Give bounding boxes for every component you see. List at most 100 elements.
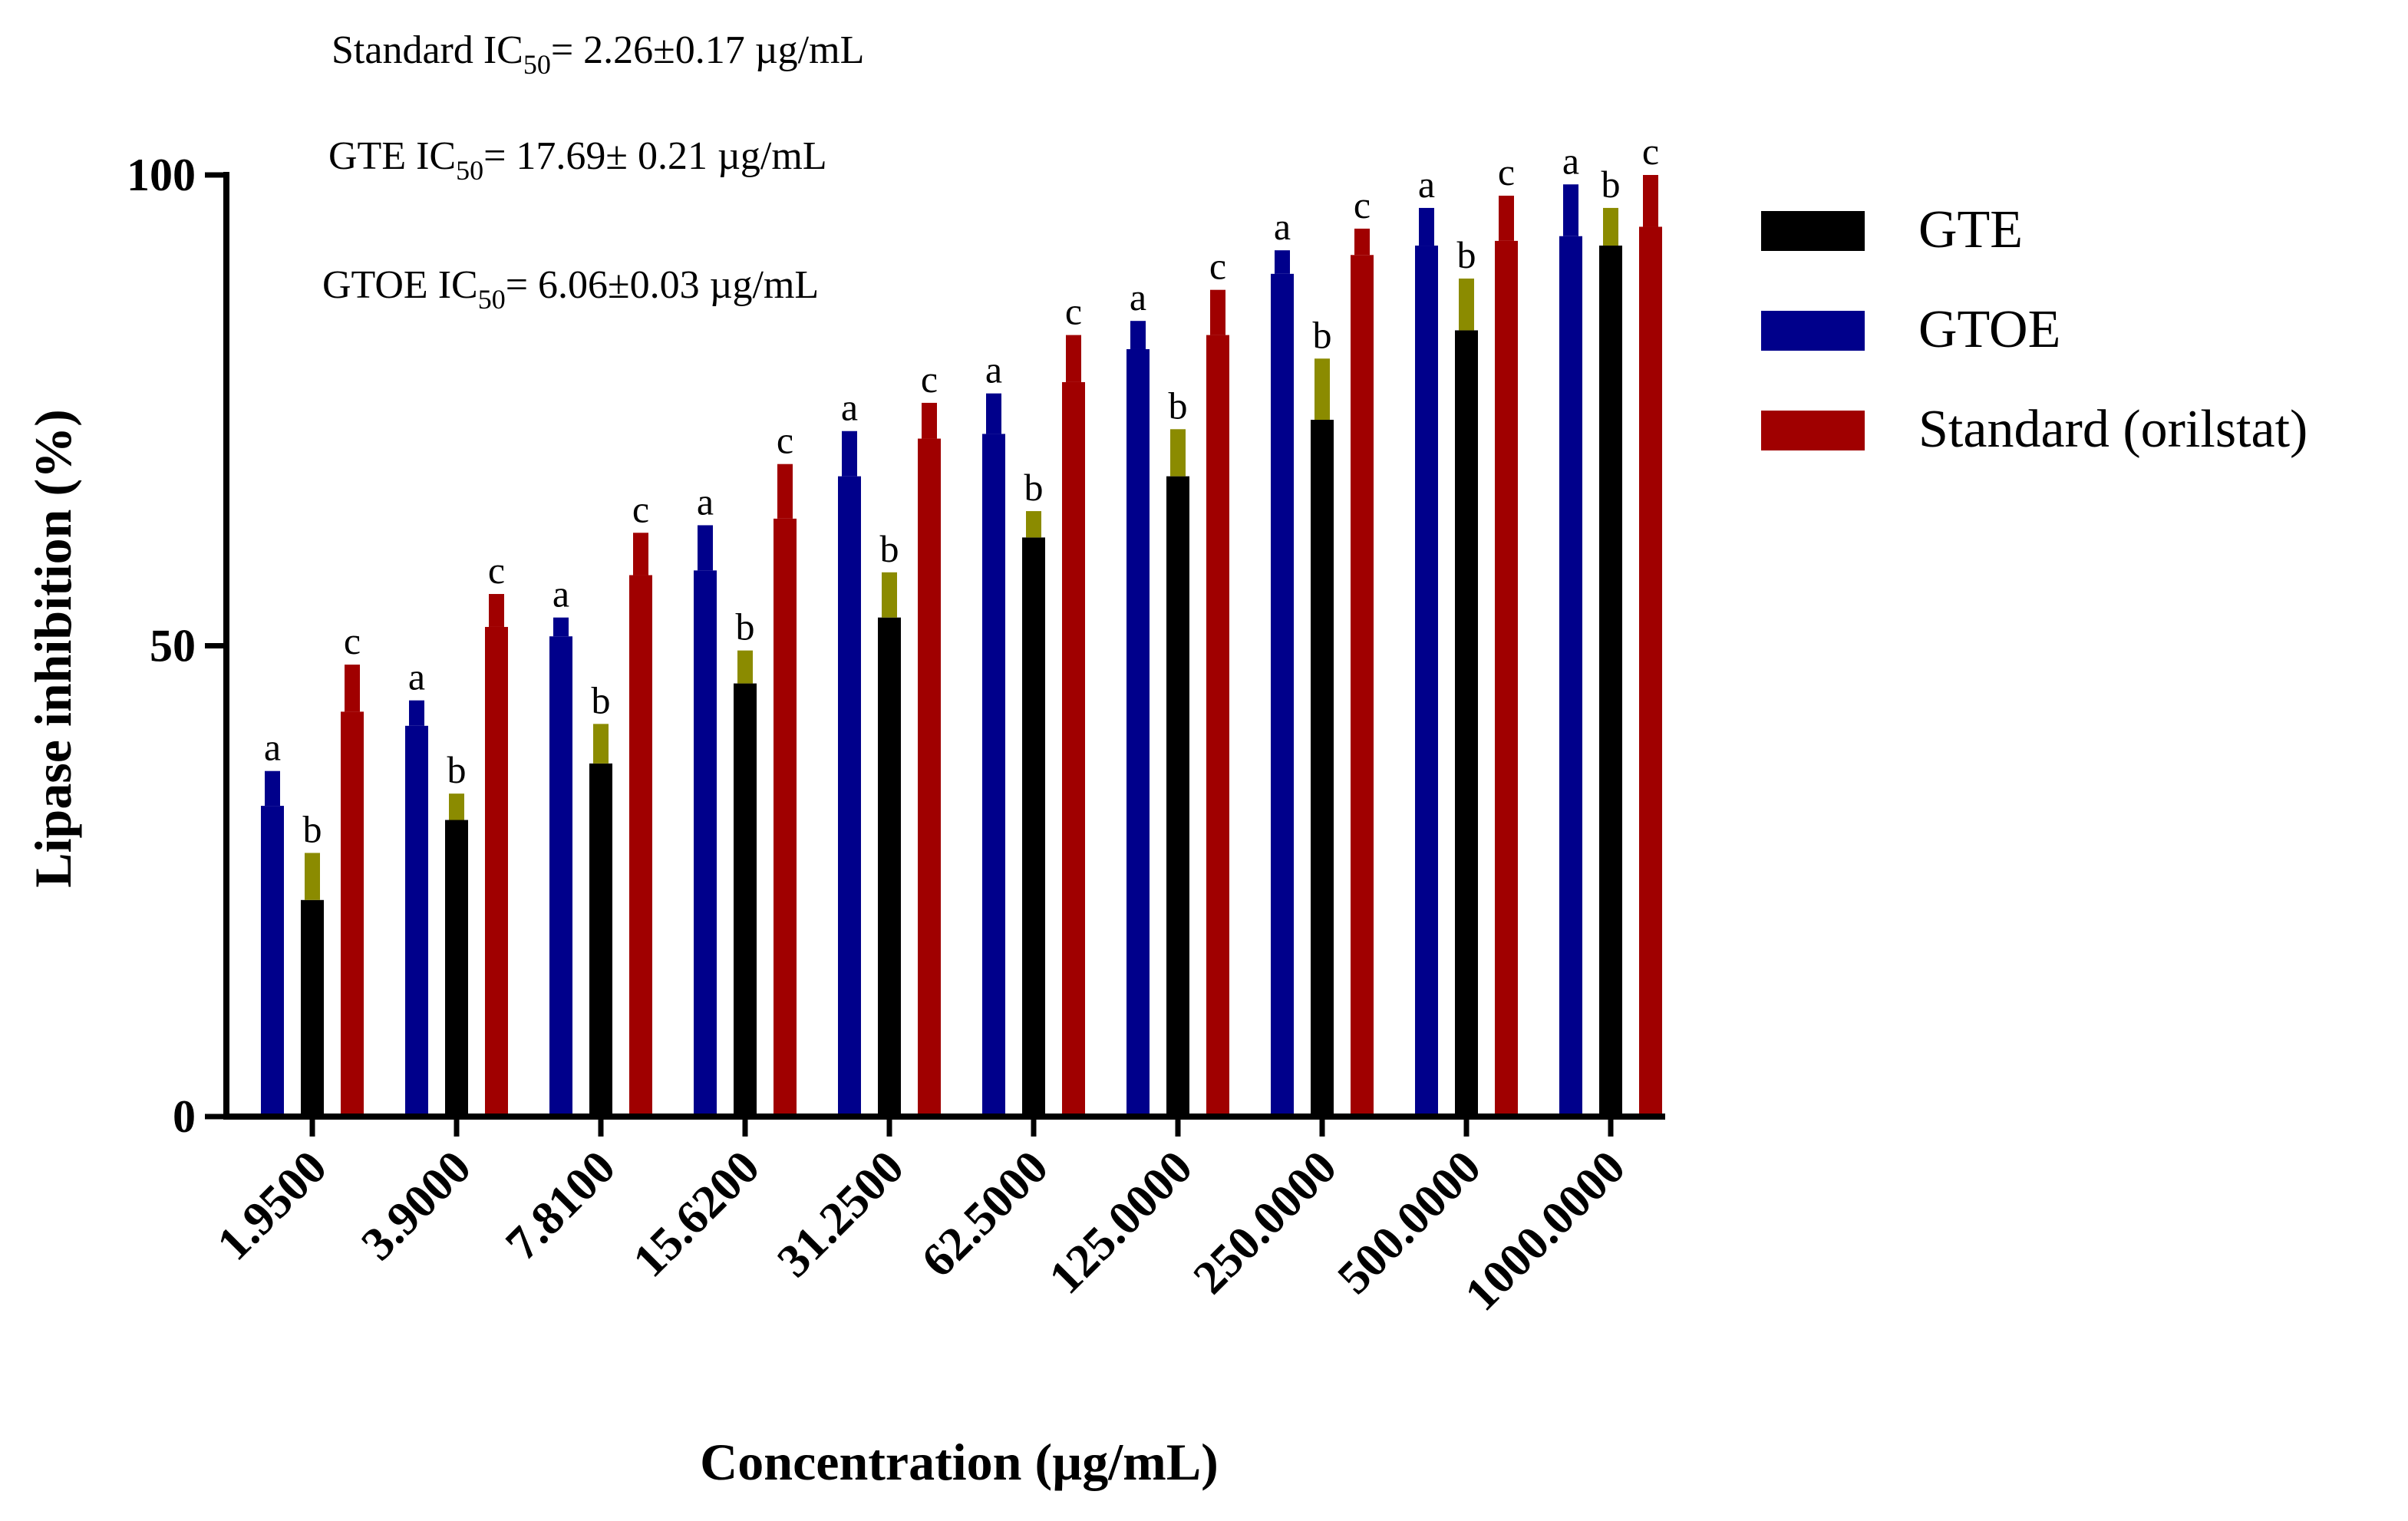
legend-swatch	[1761, 411, 1865, 450]
significance-letter: c	[777, 419, 793, 462]
ic50-subscript: 50	[478, 284, 506, 315]
ic50-value: = 6.06±0.03 µg/mL	[506, 263, 819, 307]
error-bar-gte-8	[1459, 278, 1474, 331]
bar-gte-8	[1455, 330, 1478, 1117]
ic50-annotation: GTOE IC50= 6.06±0.03 µg/mL	[322, 263, 819, 315]
ic50-subscript: 50	[456, 155, 483, 186]
significance-letter: b	[592, 678, 611, 721]
ic50-annotation: Standard IC50= 2.26±0.17 µg/mL	[332, 28, 864, 80]
bar-gte-3	[734, 683, 757, 1117]
error-bar-gte-2	[593, 724, 609, 764]
error-bar-standard-6	[1210, 289, 1225, 335]
error-bar-gte-7	[1315, 358, 1330, 421]
bar-standard-9	[1639, 226, 1662, 1117]
y-axis-title: Lipase inhibition (%)	[24, 409, 82, 888]
significance-letter: b	[736, 605, 755, 648]
bar-gte-2	[589, 763, 612, 1117]
error-bar-gtoe-2	[553, 617, 569, 637]
y-tick-label: 50	[150, 621, 196, 671]
error-bar-standard-5	[1066, 335, 1081, 382]
legend-label: Standard (orilstat)	[1918, 400, 2307, 459]
significance-letter: c	[1498, 150, 1515, 193]
bar-gtoe-1	[405, 725, 428, 1117]
x-tick-label: 1000.0000	[1455, 1141, 1634, 1321]
bar-standard-6	[1206, 335, 1229, 1117]
bar-standard-0	[341, 711, 364, 1117]
error-bar-standard-4	[922, 402, 937, 439]
bar-gte-9	[1599, 246, 1622, 1117]
error-bar-standard-3	[777, 464, 793, 519]
bar-standard-1	[485, 626, 508, 1117]
bar-gte-4	[878, 617, 901, 1117]
significance-letter: b	[1024, 466, 1044, 509]
error-bar-gtoe-3	[698, 525, 713, 571]
significance-letter: a	[553, 572, 569, 615]
bar-gtoe-2	[549, 636, 572, 1117]
bar-gte-5	[1022, 537, 1045, 1117]
error-bar-standard-1	[489, 594, 504, 627]
significance-letter: c	[488, 549, 505, 592]
significance-letter: a	[1274, 205, 1291, 248]
bar-gtoe-9	[1559, 236, 1582, 1117]
significance-letter: c	[1209, 245, 1226, 288]
y-tick-label: 100	[127, 150, 196, 200]
bar-standard-7	[1351, 255, 1374, 1117]
bar-gte-7	[1311, 420, 1334, 1117]
significance-letter: c	[632, 487, 649, 530]
error-bar-standard-2	[633, 533, 648, 576]
significance-letter: a	[264, 726, 281, 769]
ic50-subscript: 50	[523, 49, 551, 80]
error-bar-standard-8	[1499, 195, 1514, 241]
error-bar-gte-1	[449, 793, 464, 820]
x-tick-label: 15.6200	[623, 1141, 770, 1288]
bar-gtoe-8	[1415, 246, 1438, 1117]
error-bar-gte-3	[737, 650, 753, 684]
bar-gtoe-6	[1126, 348, 1150, 1117]
bar-standard-8	[1495, 240, 1518, 1117]
y-tick-label: 0	[173, 1091, 196, 1142]
significance-letter: b	[447, 748, 467, 791]
significance-letter: c	[344, 619, 361, 662]
bar-standard-5	[1062, 381, 1085, 1117]
significance-letter: c	[1065, 290, 1082, 333]
legend-swatch	[1761, 211, 1865, 251]
significance-letter: b	[880, 527, 899, 570]
significance-letter: a	[697, 480, 714, 523]
significance-letter: b	[1313, 313, 1332, 356]
x-axis-title: Concentration (µg/mL)	[700, 1433, 1219, 1491]
significance-letter: c	[1642, 130, 1659, 173]
error-bar-standard-9	[1643, 175, 1658, 227]
significance-letter: b	[1457, 233, 1476, 276]
significance-letter: a	[1562, 139, 1579, 182]
bar-gtoe-5	[982, 434, 1005, 1117]
bar-gte-0	[301, 899, 324, 1117]
ic50-label: GTE IC	[328, 134, 456, 178]
bar-standard-4	[918, 438, 941, 1117]
bar-gtoe-7	[1271, 273, 1294, 1117]
error-bar-gtoe-8	[1419, 207, 1434, 246]
x-tick-label: 1.9500	[207, 1141, 337, 1271]
ic50-label: Standard IC	[332, 28, 523, 72]
legend: GTE GTOE Standard (orilstat)	[1761, 200, 2307, 459]
significance-letter: b	[1601, 163, 1621, 206]
error-bar-gte-6	[1170, 429, 1186, 477]
legend-swatch	[1761, 311, 1865, 351]
error-bar-gte-9	[1603, 207, 1618, 246]
bar-gtoe-4	[838, 476, 861, 1117]
bar-gtoe-0	[261, 806, 284, 1117]
error-bar-gte-5	[1026, 511, 1041, 538]
significance-letter: a	[1418, 163, 1435, 206]
legend-label: GTOE	[1918, 300, 2060, 359]
error-bar-gtoe-9	[1563, 184, 1578, 236]
x-tick-label: 31.2500	[767, 1141, 914, 1288]
bar-gtoe-3	[694, 570, 717, 1117]
error-bar-gtoe-1	[409, 700, 424, 726]
error-bar-gtoe-7	[1275, 250, 1290, 274]
error-bar-gte-4	[882, 572, 897, 618]
x-tick-label: 7.8100	[496, 1141, 625, 1271]
significance-letter: a	[841, 386, 858, 429]
bar-standard-2	[629, 575, 652, 1117]
